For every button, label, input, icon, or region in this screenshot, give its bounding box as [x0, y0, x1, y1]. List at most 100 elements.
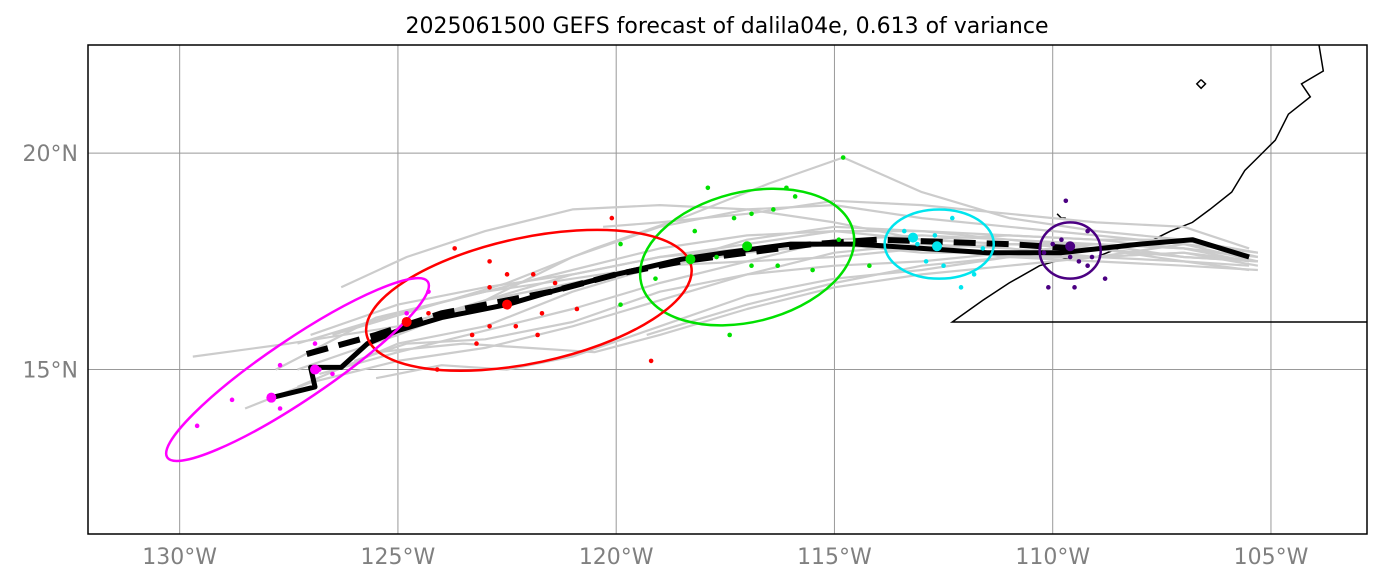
ensemble-track [275, 243, 1258, 371]
member-position-dot [731, 215, 737, 221]
member-position-dot [504, 272, 510, 277]
ellipse-day5 [164, 276, 431, 463]
ellipse-day3 [638, 187, 856, 327]
member-position-dot [692, 228, 698, 234]
member-position-dot [229, 397, 235, 403]
member-position-dot [277, 406, 283, 411]
member-position-dot [810, 267, 815, 273]
member-position-dot [775, 263, 780, 268]
member-position-dot [867, 263, 872, 268]
member-position-dot [539, 311, 545, 316]
x-tick-label: 115°W [797, 545, 872, 570]
chart-title: 2025061500 GEFS forecast of dalila04e, 0… [406, 14, 1049, 39]
ensemble-track [375, 251, 1259, 354]
x-tick-label: 125°W [361, 545, 436, 570]
member-position-dot [648, 358, 654, 364]
ensemble-track [646, 243, 1259, 336]
member-position-dot [404, 311, 409, 316]
member-position-dot [1076, 259, 1082, 264]
control-track-dashed [296, 236, 1075, 360]
member-position-dot [950, 215, 955, 221]
center-marker-day3b [685, 254, 696, 265]
member-position-dot [277, 362, 283, 368]
member-position-dot [513, 323, 519, 329]
member-position-dot [535, 332, 540, 338]
member-position-dot [915, 241, 920, 247]
member-position-dot [552, 280, 558, 286]
ensemble-track [297, 225, 1259, 388]
ensemble-track [603, 199, 1250, 250]
member-position-dot [618, 302, 623, 307]
member-position-dot [840, 155, 846, 160]
member-position-dot [434, 367, 440, 372]
member-position-dot [618, 241, 623, 247]
member-position-dot [426, 311, 431, 316]
member-position-dot [1072, 285, 1077, 290]
center-marker-day4b [401, 316, 412, 327]
member-position-dot [1046, 285, 1051, 290]
center-marker-day1 [1065, 241, 1076, 252]
center-marker-day3 [742, 241, 753, 252]
member-position-dot [714, 254, 719, 260]
member-position-dot [1067, 254, 1073, 260]
center-marker-day5 [309, 364, 320, 375]
uncertainty-ellipses [164, 187, 1102, 463]
coastline [949, 45, 1367, 323]
plot-area [164, 45, 1367, 463]
member-position-dot [1059, 237, 1064, 243]
member-positions [194, 155, 1108, 429]
member-position-dot [1089, 254, 1095, 260]
center-marker-day5b [266, 392, 277, 403]
island-outline [1056, 213, 1066, 219]
member-position-dot [1050, 241, 1056, 247]
ensemble-track [332, 156, 1250, 336]
member-position-dot [958, 285, 964, 290]
member-position-dot [923, 259, 929, 264]
member-position-dot [1085, 228, 1090, 234]
member-position-dot [487, 259, 492, 264]
y-tick-label: 15°N [23, 359, 78, 384]
center-marker-day4 [502, 299, 513, 310]
member-position-dot [1063, 198, 1069, 204]
member-position-dot [901, 228, 907, 234]
center-marker-day2 [932, 241, 943, 252]
member-position-dot [574, 306, 580, 312]
member-position-dot [705, 185, 711, 191]
member-position-dot [932, 233, 938, 238]
member-position-dot [653, 276, 658, 281]
x-tick-label: 120°W [579, 545, 654, 570]
x-tick-label: 110°W [1015, 545, 1090, 570]
x-tick-label: 130°W [142, 545, 217, 570]
member-position-dot [426, 289, 431, 294]
member-position-dot [194, 423, 200, 429]
y-tick-label: 20°N [23, 142, 78, 167]
member-position-dot [1085, 263, 1090, 268]
member-position-dot [836, 237, 842, 243]
member-position-dot [530, 272, 536, 277]
x-tick-label: 105°W [1234, 545, 1309, 570]
center-marker-day2b [908, 232, 919, 243]
axis-ticks: 130°W 125°W 120°W 115°W 110°W 105°W 15°N 20°N [23, 142, 1309, 570]
member-position-dot [474, 341, 479, 346]
ellipse-day1 [1038, 221, 1102, 280]
member-position-dot [1102, 276, 1108, 281]
grid-lines [88, 45, 1367, 534]
member-position-dot [1041, 250, 1047, 256]
ellipse-day2 [883, 208, 996, 280]
member-position-dot [487, 323, 492, 329]
member-position-dot [784, 185, 789, 191]
member-position-dot [980, 246, 986, 251]
coastline-segment [949, 45, 1367, 323]
member-position-dot [749, 211, 754, 217]
member-position-dot [749, 263, 754, 268]
member-position-dot [941, 263, 946, 268]
member-position-dot [609, 215, 615, 221]
member-position-dot [487, 285, 492, 290]
member-position-dot [792, 194, 798, 199]
member-position-dot [312, 341, 318, 346]
island-outline [1195, 79, 1207, 90]
member-position-dot [727, 332, 732, 338]
ellipse-day4 [364, 228, 693, 372]
mean-track-solid [270, 237, 1250, 401]
member-position-dot [330, 371, 335, 377]
